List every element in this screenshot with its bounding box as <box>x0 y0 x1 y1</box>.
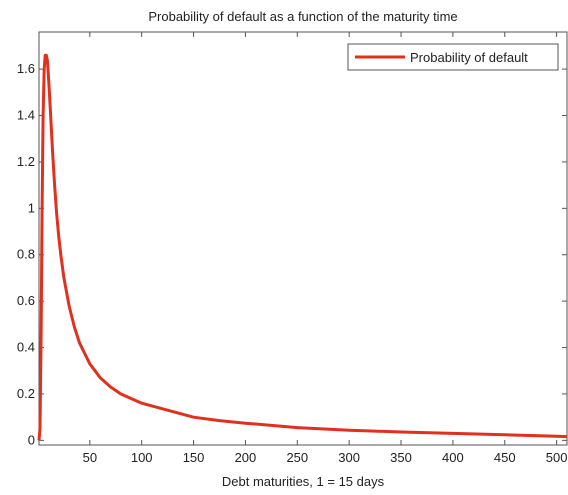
plot-area <box>38 31 568 446</box>
legend-label: Probability of default <box>410 50 528 65</box>
chart-title: Probability of default as a function of … <box>148 9 457 24</box>
y-tick-label: 0.2 <box>17 386 35 401</box>
y-tick-label: 1 <box>28 200 35 215</box>
series-line <box>37 53 568 441</box>
y-tick-label: 1.4 <box>17 108 35 123</box>
x-tick-label: 500 <box>546 450 568 465</box>
x-tick-label: 300 <box>338 450 360 465</box>
x-tick-label: 350 <box>390 450 412 465</box>
axis-tick-labels: 50 100 150 200 250 300 350 400 450 500 0 0.2 0.4 0.6 0… <box>17 61 568 465</box>
y-tick-label: 0.6 <box>17 293 35 308</box>
x-axis-label: Debt maturities, 1 = 15 days <box>222 474 385 489</box>
x-tick-label: 50 <box>83 450 97 465</box>
legend: Probability of default <box>347 43 559 71</box>
x-tick-label: 250 <box>286 450 308 465</box>
y-tick-label: 0.4 <box>17 340 35 355</box>
series-layer <box>37 53 568 441</box>
x-tick-label: 150 <box>183 450 205 465</box>
y-tick-label: 0.8 <box>17 247 35 262</box>
y-tick-label: 1.6 <box>17 61 35 76</box>
y-tick-label: 1.2 <box>17 154 35 169</box>
x-tick-label: 100 <box>131 450 153 465</box>
y-tick-label: 0 <box>28 432 35 447</box>
x-tick-label: 400 <box>442 450 464 465</box>
x-tick-label: 450 <box>494 450 516 465</box>
x-tick-label: 200 <box>235 450 257 465</box>
